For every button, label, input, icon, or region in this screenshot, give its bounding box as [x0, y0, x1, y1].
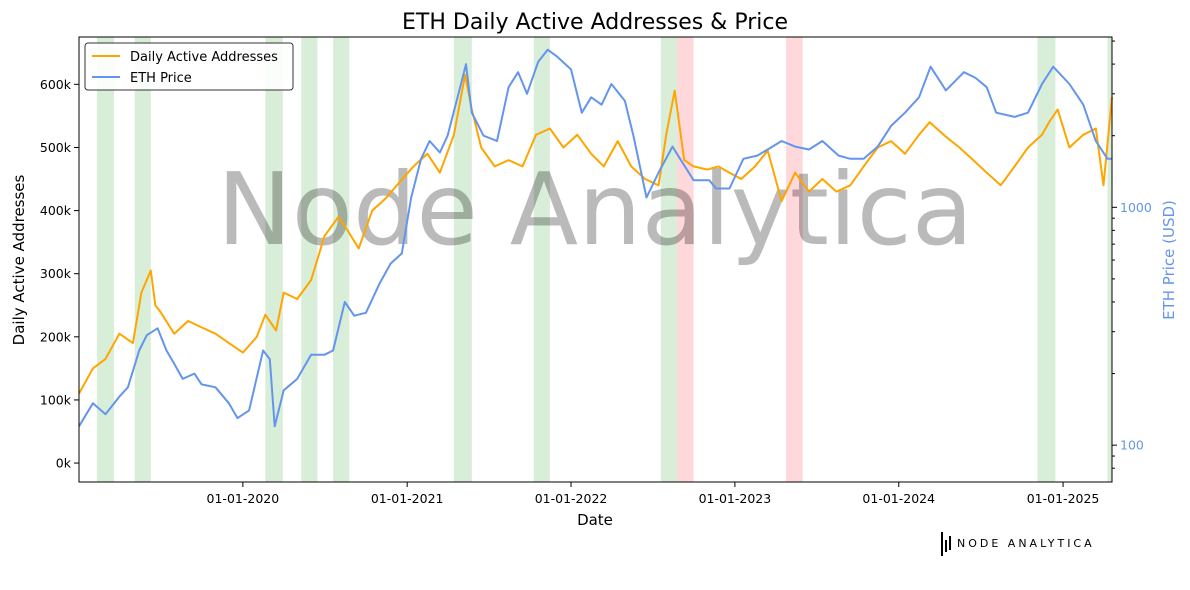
x-axis-title: Date	[577, 511, 613, 529]
y-axis-left: 0k 100k 200k 300k 400k 500k 600k	[40, 77, 79, 471]
x-tick-label: 01-01-2024	[862, 491, 935, 506]
green-band-0	[96, 37, 115, 482]
y-tick-label: 100k	[40, 392, 72, 407]
green-band-4	[333, 37, 350, 482]
chart-title: ETH Daily Active Addresses & Price	[402, 10, 788, 35]
watermark: Node Analytica	[217, 151, 973, 268]
series-line-active-addresses	[78, 73, 1113, 395]
logo-mark-bar-1	[941, 532, 943, 556]
legend-label-active-addresses: Daily Active Addresses	[130, 50, 278, 65]
green-band-5	[453, 37, 472, 482]
y-tick-label: 400k	[40, 203, 72, 218]
legend: Daily Active Addresses ETH Price	[84, 42, 294, 91]
green-band-10	[1037, 37, 1056, 482]
logo-mark-bar-2	[945, 540, 947, 552]
logo-text: NODE ANALYTICA	[957, 537, 1095, 550]
y-tick-label: 500k	[40, 140, 72, 155]
brand-logo: NODE ANALYTICA	[941, 532, 1095, 556]
green-band-1	[134, 37, 151, 482]
x-axis: 01-01-2020 01-01-2021 01-01-2022 01-01-2023…	[207, 482, 1100, 506]
y-tick-label: 200k	[40, 329, 72, 344]
x-tick-label: 01-01-2025	[1027, 491, 1100, 506]
y2-tick-label: 1000	[1120, 200, 1152, 215]
legend-box	[84, 42, 294, 91]
green-band-3	[301, 37, 318, 482]
y-tick-label: 600k	[40, 77, 72, 92]
y2-axis-title: ETH Price (USD)	[1160, 200, 1178, 320]
green-band-11	[1107, 37, 1112, 482]
green-band-6	[533, 37, 550, 482]
x-tick-label: 01-01-2021	[371, 491, 444, 506]
y-axis-title: Daily Active Addresses	[10, 174, 28, 345]
legend-label-price: ETH Price	[130, 71, 192, 86]
x-tick-label: 01-01-2022	[535, 491, 608, 506]
series-lines	[78, 48, 1113, 428]
logo-mark-bar-3	[949, 536, 951, 550]
y-tick-label: 0k	[56, 456, 72, 471]
x-tick-label: 01-01-2020	[207, 491, 280, 506]
y-tick-label: 300k	[40, 266, 72, 281]
red-band-8	[676, 37, 694, 482]
plot-frame	[78, 36, 1113, 483]
x-tick-label: 01-01-2023	[699, 491, 772, 506]
y2-tick-label: 100	[1120, 438, 1144, 453]
series-line-eth-price	[78, 48, 1112, 428]
y-axis-right: 100 1000	[1112, 40, 1152, 469]
